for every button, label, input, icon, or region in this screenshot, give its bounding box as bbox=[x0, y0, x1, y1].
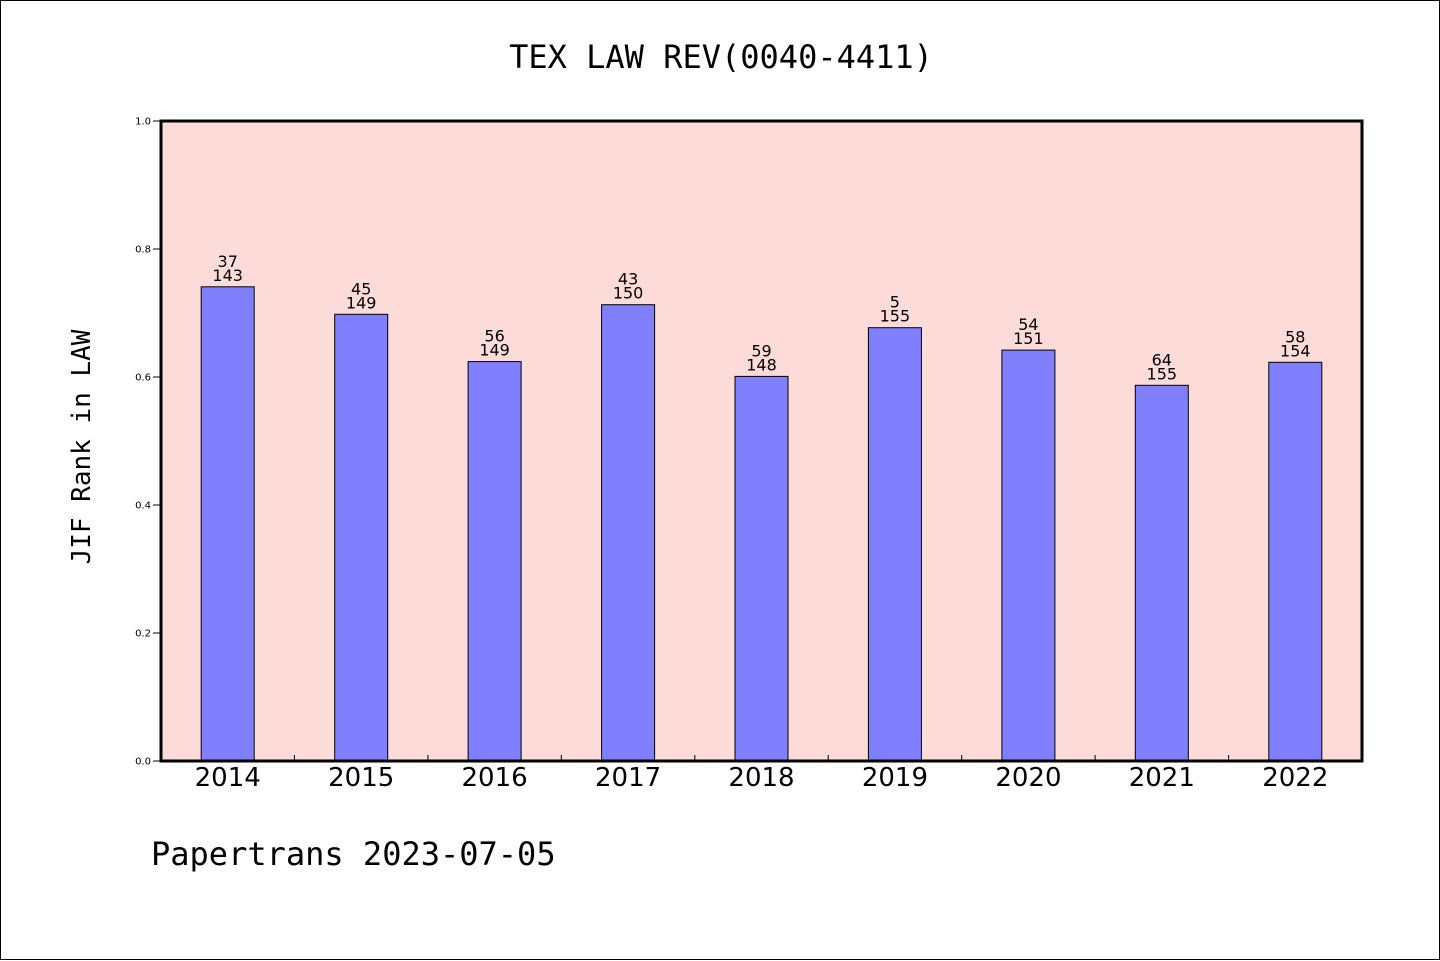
x-tick-label-2015: 2015 bbox=[328, 763, 394, 793]
chart-title: TEX LAW REV(0040-4411) bbox=[509, 38, 933, 76]
bar-2021 bbox=[1134, 384, 1189, 762]
x-tick-label-2017: 2017 bbox=[595, 763, 661, 793]
x-tick-label-2014: 2014 bbox=[195, 763, 261, 793]
total-label-2022: 154 bbox=[1280, 341, 1311, 360]
total-label-2019: 155 bbox=[880, 307, 911, 326]
x-tick-label-2018: 2018 bbox=[728, 763, 794, 793]
bar-2015 bbox=[334, 313, 389, 762]
bar-2018 bbox=[734, 375, 789, 762]
total-label-2016: 149 bbox=[479, 341, 510, 360]
total-label-2017: 150 bbox=[613, 284, 644, 303]
total-label-2021: 155 bbox=[1147, 364, 1178, 383]
axes-layer: 2014 2015 2016 2017 2018 2019 2020 2021 2022 0.0 0… bbox=[135, 117, 1328, 794]
rank-label-2022: 58 bbox=[1285, 327, 1305, 346]
bar-2017 bbox=[601, 304, 656, 762]
y-tick-label: 0.4 bbox=[135, 501, 151, 512]
rank-label-2021: 64 bbox=[1152, 350, 1172, 369]
y-tick-label: 0.6 bbox=[135, 373, 151, 384]
x-tick-label-2022: 2022 bbox=[1262, 763, 1328, 793]
rank-label-2015: 45 bbox=[351, 279, 371, 298]
bar-2014 bbox=[200, 286, 255, 762]
y-tick-label: 0.2 bbox=[135, 629, 151, 640]
rank-label-2020: 54 bbox=[1018, 315, 1038, 334]
total-label-2020: 151 bbox=[1013, 329, 1044, 348]
bar-2019 bbox=[867, 327, 922, 762]
x-tick-label-2020: 2020 bbox=[995, 763, 1061, 793]
rank-label-2016: 56 bbox=[484, 327, 504, 346]
total-label-2015: 149 bbox=[346, 293, 377, 312]
rank-label-2014: 37 bbox=[218, 252, 238, 271]
plot-border bbox=[159, 119, 1364, 763]
y-tick-label: 0.0 bbox=[135, 757, 151, 768]
bar-2020 bbox=[1001, 349, 1056, 762]
y-axis-label: JIF Rank in LAW bbox=[67, 329, 97, 564]
x-tick-label-2021: 2021 bbox=[1129, 763, 1195, 793]
bar-2016 bbox=[467, 361, 522, 762]
rank-label-2018: 59 bbox=[751, 341, 771, 360]
y-tick-label: 0.8 bbox=[135, 245, 151, 256]
bars-layer bbox=[200, 286, 1323, 762]
rank-label-2019: 5 bbox=[890, 293, 900, 312]
bar-2022 bbox=[1268, 361, 1323, 762]
total-label-2018: 148 bbox=[746, 355, 777, 374]
x-tick-label-2016: 2016 bbox=[462, 763, 528, 793]
footer-credit: Papertrans 2023-07-05 bbox=[151, 835, 556, 873]
x-tick-label-2019: 2019 bbox=[862, 763, 928, 793]
y-tick-label: 1.0 bbox=[135, 117, 151, 128]
rank-label-2017: 43 bbox=[618, 270, 638, 289]
total-label-2014: 143 bbox=[212, 266, 243, 285]
